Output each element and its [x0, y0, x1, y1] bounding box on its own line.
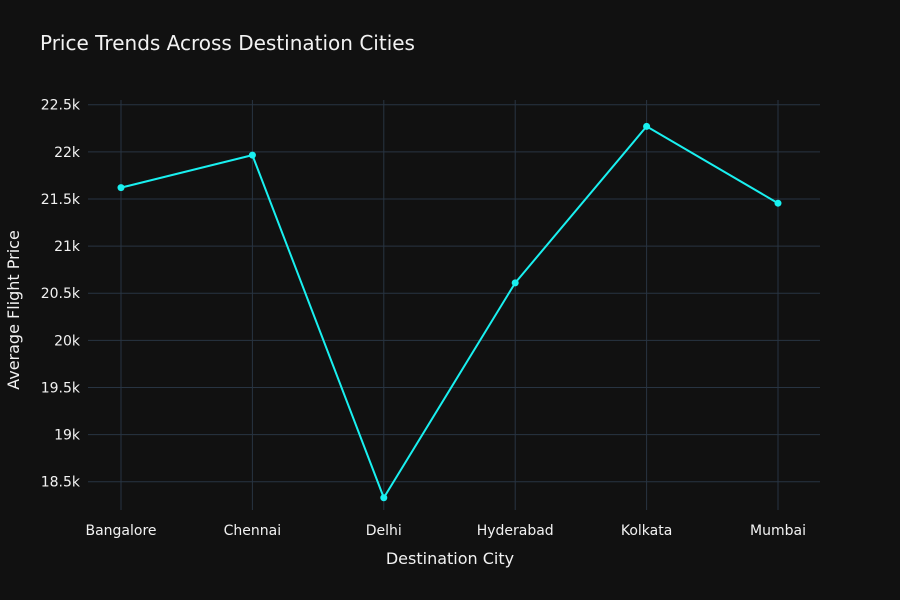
- chart-title: Price Trends Across Destination Cities: [40, 31, 415, 55]
- y-tick-label: 22k: [54, 145, 81, 161]
- x-tick-label: Chennai: [224, 523, 281, 539]
- data-point[interactable]: [511, 279, 519, 287]
- data-point[interactable]: [248, 151, 256, 159]
- data-point[interactable]: [643, 122, 651, 130]
- data-point[interactable]: [774, 199, 782, 207]
- y-tick-label: 22.5k: [41, 98, 81, 114]
- x-tick-label: Mumbai: [750, 523, 806, 539]
- y-tick-label: 20.5k: [41, 286, 81, 302]
- data-point[interactable]: [117, 184, 125, 192]
- y-tick-label: 19.5k: [41, 380, 81, 396]
- x-axis-ticks: Bangalore Chennai Delhi Hyderabad Kolkata Mum…: [85, 523, 806, 539]
- y-tick-label: 21.5k: [41, 192, 81, 208]
- series-group: [117, 122, 782, 502]
- x-axis-title: Destination City: [386, 549, 514, 568]
- x-gridlines: [120, 100, 779, 510]
- y-tick-label: 20k: [54, 333, 81, 349]
- y-tick-label: 21k: [54, 239, 81, 255]
- data-point[interactable]: [380, 494, 388, 502]
- series-line: [120, 125, 779, 499]
- x-tick-label: Delhi: [366, 523, 402, 539]
- x-tick-label: Bangalore: [85, 523, 156, 539]
- y-tick-label: 18.5k: [41, 475, 81, 491]
- y-axis-title: Average Flight Price: [4, 230, 23, 390]
- x-tick-label: Kolkata: [621, 523, 672, 539]
- y-tick-label: 19k: [54, 428, 81, 444]
- y-axis-ticks: 18.5k 19k 19.5k 20k 20.5k 21k 21.5k 22k 22.5k: [41, 98, 81, 491]
- x-tick-label: Hyderabad: [477, 523, 554, 539]
- y-gridlines: [88, 104, 820, 483]
